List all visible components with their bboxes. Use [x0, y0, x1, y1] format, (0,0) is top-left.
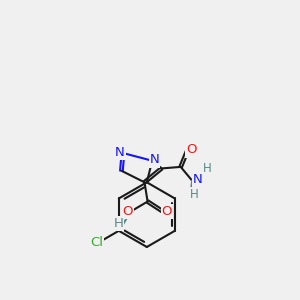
Text: N: N	[150, 154, 159, 166]
Text: N: N	[193, 173, 202, 186]
Text: H: H	[203, 162, 212, 175]
Text: Cl: Cl	[90, 236, 104, 249]
Text: N: N	[115, 146, 125, 159]
Text: O: O	[122, 205, 133, 218]
Text: H: H	[113, 218, 123, 230]
Text: O: O	[186, 143, 197, 157]
Text: O: O	[162, 205, 172, 218]
Text: H: H	[189, 188, 198, 201]
